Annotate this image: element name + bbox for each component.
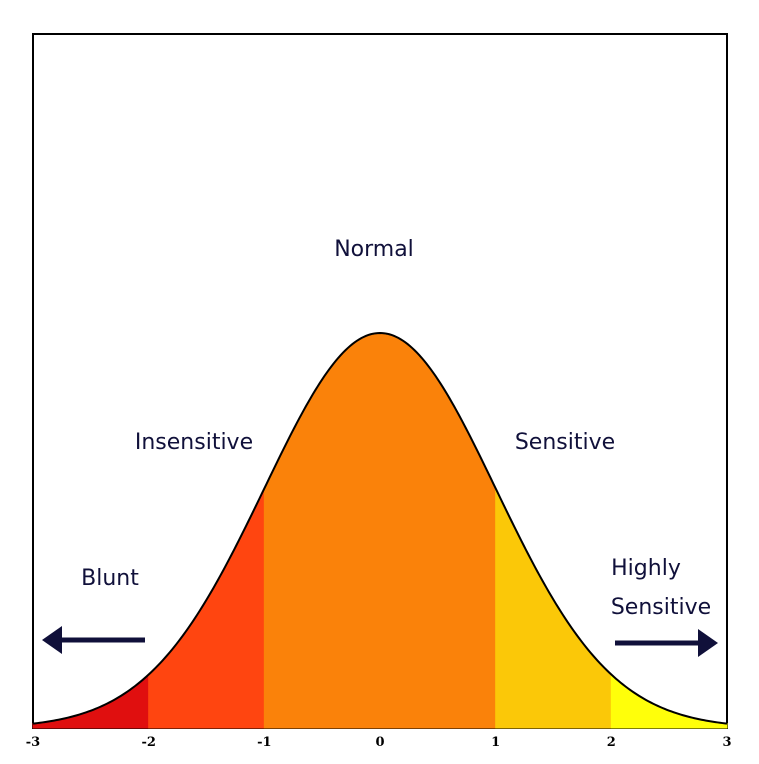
x-tick-label: -3 xyxy=(26,735,40,750)
label-normal: Normal xyxy=(334,237,414,262)
x-tick-label: 3 xyxy=(722,735,731,750)
x-tick-label: -2 xyxy=(141,735,155,750)
blunt-arrow xyxy=(42,626,145,654)
label-blunt: Blunt xyxy=(81,566,139,591)
x-tick-label: 0 xyxy=(375,735,384,750)
x-tick-label: 2 xyxy=(607,735,616,750)
highly-sensitive-arrow xyxy=(615,629,718,657)
x-axis-ticks: -3 -2 -1 0 1 2 3 xyxy=(26,735,732,750)
label-highly: Highly xyxy=(611,556,681,581)
x-tick-label: 1 xyxy=(491,735,500,750)
label-insensitive: Insensitive xyxy=(135,430,253,455)
x-tick-label: -1 xyxy=(257,735,271,750)
label-highly-sensitive: Sensitive xyxy=(611,595,711,620)
bell-curve-line xyxy=(32,331,728,725)
highly-sensitive-arrow-head xyxy=(698,629,718,657)
blunt-arrow-head xyxy=(42,626,62,654)
label-sensitive: Sensitive xyxy=(515,430,615,455)
